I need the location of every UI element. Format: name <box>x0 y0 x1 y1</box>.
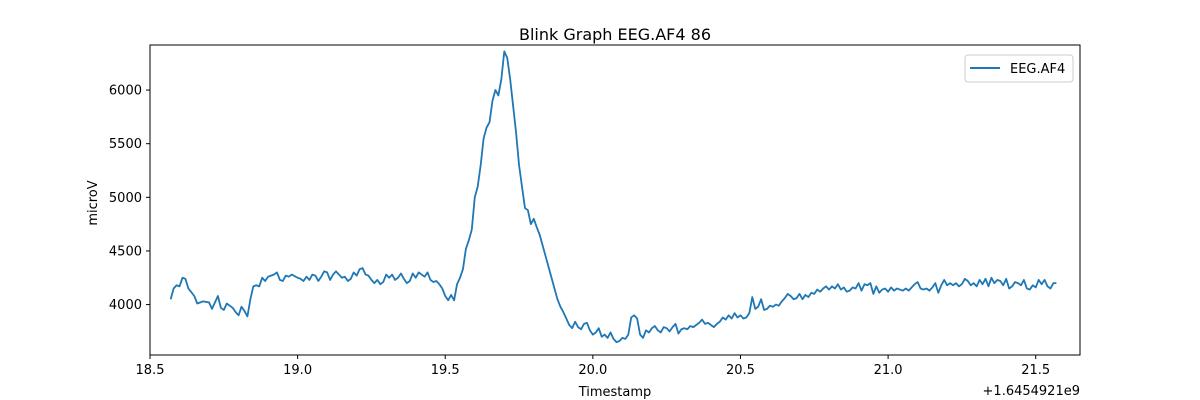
x-tick-label: 21.0 <box>874 363 903 378</box>
y-tick-label: 5000 <box>109 191 142 206</box>
x-axis-title: Timestamp <box>578 385 652 400</box>
x-tick-label: 18.5 <box>136 363 165 378</box>
x-tick-label: 20.0 <box>578 363 607 378</box>
legend-label-eeg-af4: EEG.AF4 <box>1010 62 1065 77</box>
plot-area <box>149 44 1081 356</box>
y-tick-label: 6000 <box>109 84 142 99</box>
x-tick-label: 21.5 <box>1021 363 1050 378</box>
legend: EEG.AF4 <box>964 54 1074 83</box>
x-tick-label: 19.0 <box>283 363 312 378</box>
plot-frame <box>149 44 1081 356</box>
x-axis: 18.5 19.0 19.5 20.0 20.5 21.0 21.5 <box>136 355 1050 378</box>
series-layer <box>169 50 1057 344</box>
x-axis-offset-label: +1.6454921e9 <box>983 384 1080 399</box>
chart-title: Blink Graph EEG.AF4 86 <box>519 25 711 44</box>
y-axis-title: microV <box>86 180 101 225</box>
y-tick-label: 5500 <box>109 137 142 152</box>
x-tick-label: 19.5 <box>431 363 460 378</box>
x-tick-label: 20.5 <box>726 363 755 378</box>
y-axis: 4000 4500 5000 5500 6000 <box>109 84 150 313</box>
y-tick-label: 4500 <box>109 244 142 259</box>
legend-box <box>964 54 1074 83</box>
y-tick-label: 4000 <box>109 298 142 313</box>
series-line-eeg-af4 <box>169 50 1057 344</box>
plot-background <box>150 45 1080 355</box>
